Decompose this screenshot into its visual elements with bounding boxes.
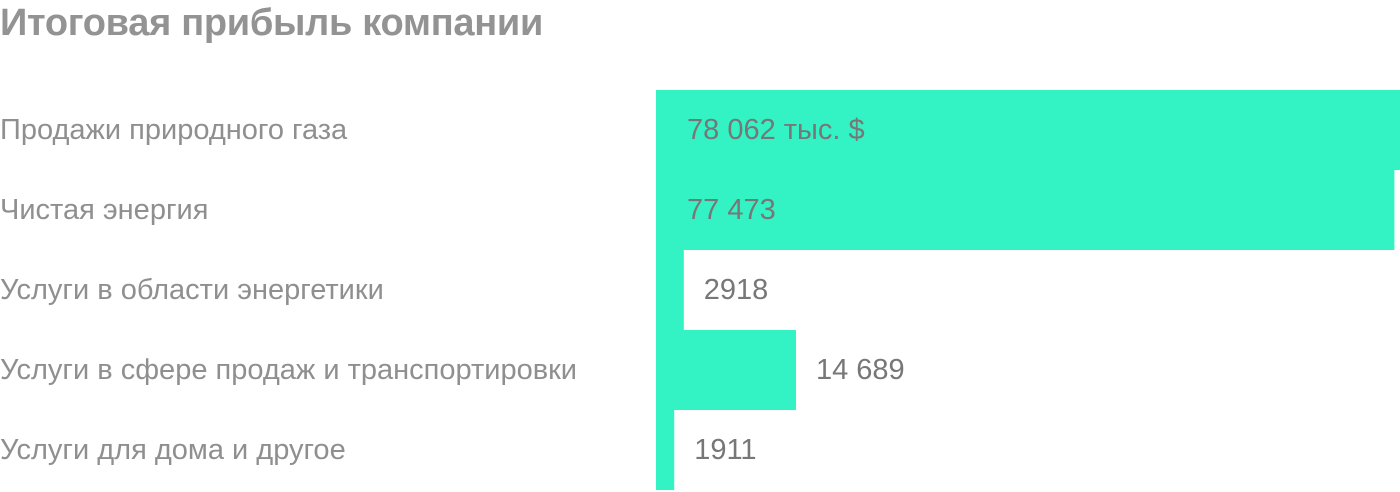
bar — [656, 90, 1400, 170]
bars-layer — [656, 90, 1400, 490]
category-label: Услуги в области энергетики — [0, 274, 384, 306]
bar — [656, 170, 1395, 250]
data-label: 78 062 тыс. $ — [687, 114, 865, 146]
bar — [656, 410, 675, 490]
category-label: Услуги в сфере продаж и транспортировки — [0, 354, 577, 386]
category-label: Чистая энергия — [0, 194, 208, 226]
chart-title: Итоговая прибыль компании — [0, 2, 543, 44]
data-label: 2918 — [704, 274, 769, 306]
bar — [656, 250, 684, 330]
bar — [656, 330, 796, 410]
data-label: 77 473 — [687, 194, 776, 226]
data-label: 14 689 — [816, 354, 905, 386]
data-label: 1911 — [694, 434, 756, 466]
labels-layer: Продажи природного газа 78 062 тыс. $ Чист… — [0, 114, 905, 466]
category-label: Услуги для дома и другое — [0, 434, 346, 466]
category-label: Продажи природного газа — [0, 114, 348, 146]
